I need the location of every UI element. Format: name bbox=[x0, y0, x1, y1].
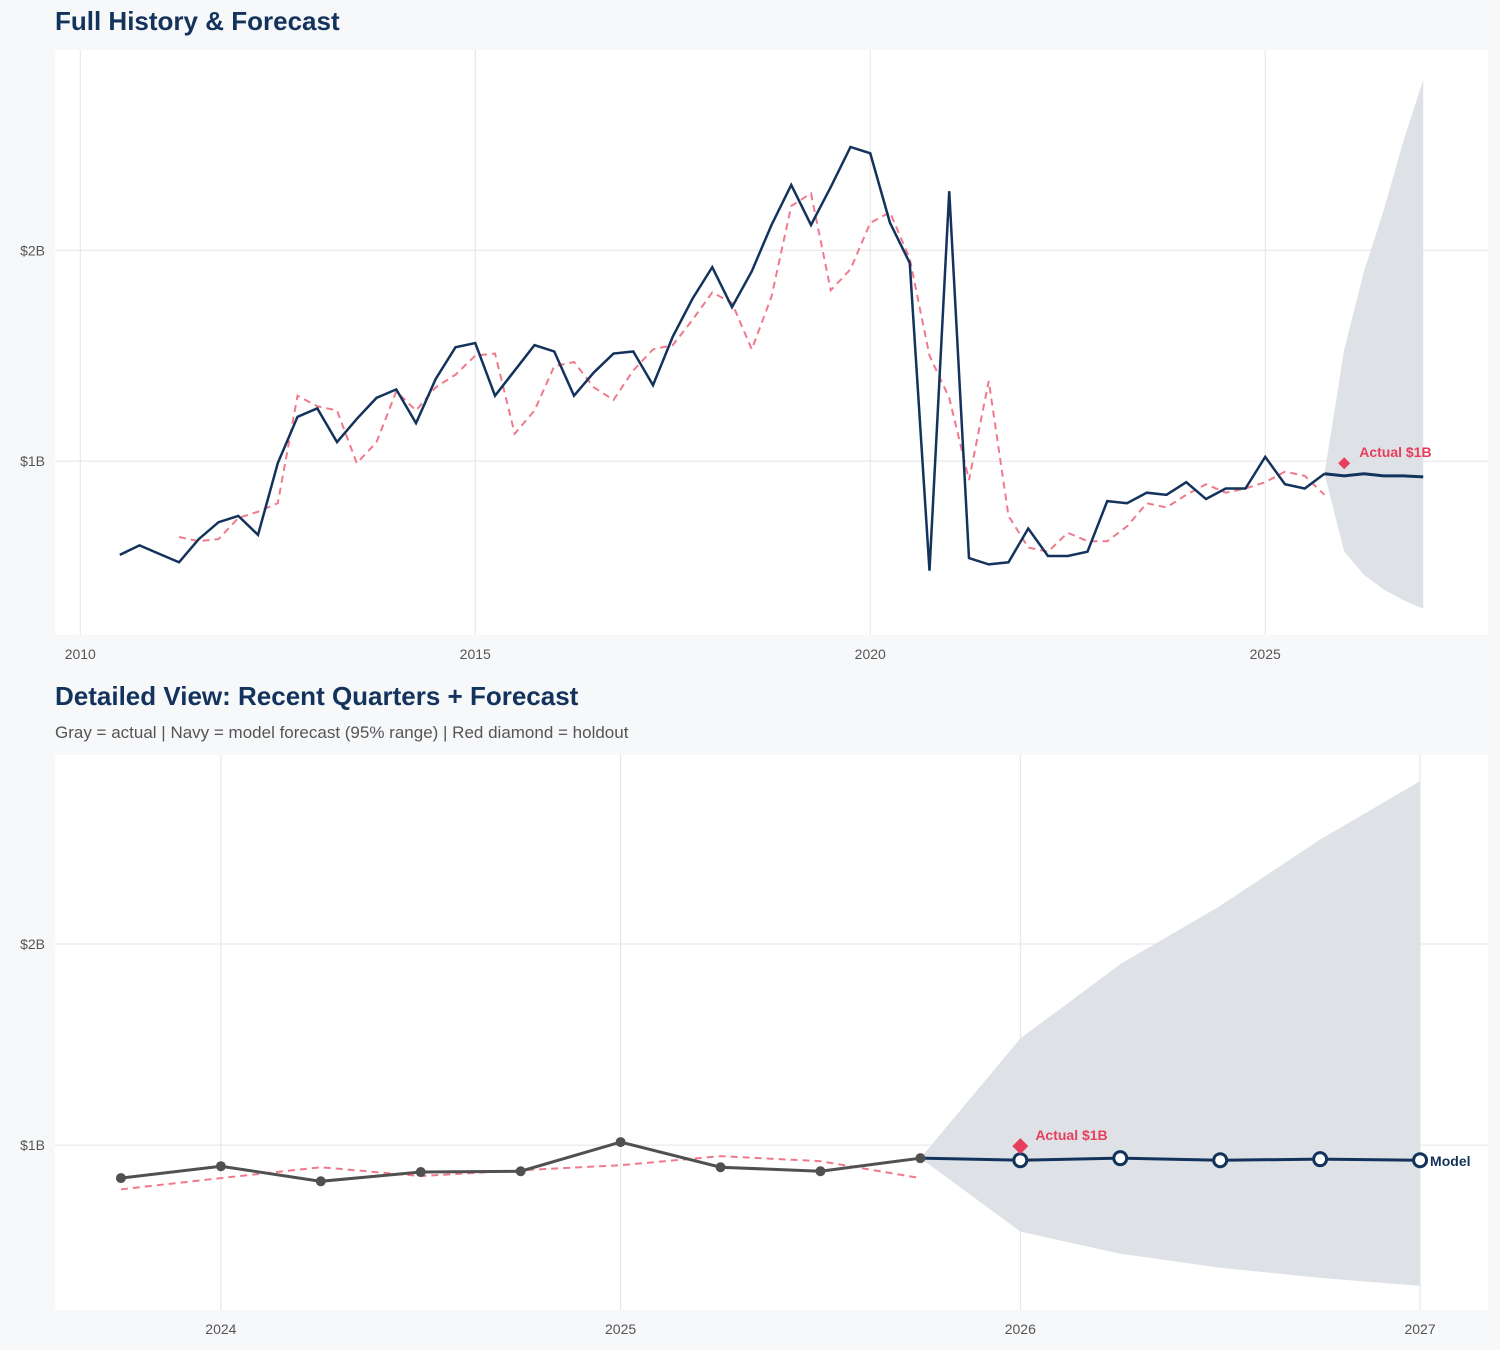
forecast-point bbox=[1112, 1150, 1129, 1167]
plot-area bbox=[55, 50, 1488, 635]
holdout-diamond bbox=[1338, 457, 1351, 470]
y-tick-label: $2B bbox=[20, 242, 45, 258]
forecast-point bbox=[1312, 1151, 1329, 1168]
actual-line bbox=[119, 145, 1326, 571]
x-tick-label: 2015 bbox=[460, 646, 491, 662]
forecast-point bbox=[1012, 1152, 1029, 1169]
x-tick-label: 2025 bbox=[605, 1321, 636, 1337]
forecast-line bbox=[920, 1156, 1421, 1162]
y-tick-label: $2B bbox=[20, 936, 45, 952]
x-tick-label: 2020 bbox=[855, 646, 886, 662]
x-tick-label: 2010 bbox=[65, 646, 96, 662]
chart-1: 2010 2015 2020 2025 $1B $2B Actual $1B bbox=[20, 50, 1488, 662]
forecast-point bbox=[1412, 1152, 1429, 1169]
y-tick-label: $1B bbox=[20, 1137, 45, 1153]
fitted-line bbox=[178, 191, 1326, 553]
chart-2: 2024 2025 2026 2027 $1B $2B Model Actual $1B bbox=[20, 755, 1488, 1337]
actual-point bbox=[315, 1176, 326, 1187]
holdout-label: Actual $1B bbox=[1035, 1127, 1107, 1143]
actual-point bbox=[415, 1167, 426, 1178]
holdout-label: Actual $1B bbox=[1359, 444, 1431, 460]
actual-point bbox=[515, 1166, 526, 1177]
actual-point bbox=[215, 1161, 226, 1172]
actual-point bbox=[815, 1166, 826, 1177]
actual-point bbox=[115, 1173, 126, 1184]
actual-point bbox=[915, 1153, 926, 1164]
x-tick-label: 2026 bbox=[1005, 1321, 1036, 1337]
holdout-diamond bbox=[1012, 1138, 1029, 1155]
y-tick-label: $1B bbox=[20, 453, 45, 469]
chart-2-subtitle: Gray = actual | Navy = model forecast (9… bbox=[55, 723, 629, 742]
actual-point bbox=[715, 1162, 726, 1173]
forecast-line bbox=[1324, 472, 1424, 479]
actual-point bbox=[615, 1137, 626, 1148]
chart-2-title: Detailed View: Recent Quarters + Forecas… bbox=[55, 681, 579, 711]
x-tick-label: 2025 bbox=[1250, 646, 1281, 662]
x-tick-label: 2027 bbox=[1404, 1321, 1435, 1337]
series-label-model: Model bbox=[1430, 1153, 1470, 1169]
x-tick-label: 2024 bbox=[205, 1321, 236, 1337]
chart-1-title: Full History & Forecast bbox=[55, 6, 340, 36]
forecast-point bbox=[1212, 1152, 1229, 1169]
